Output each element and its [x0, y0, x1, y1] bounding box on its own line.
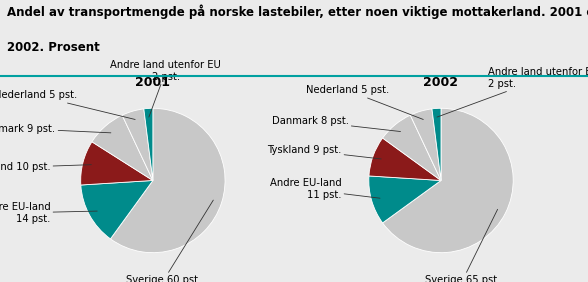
Wedge shape	[383, 108, 513, 253]
Text: Tyskland 10 pst.: Tyskland 10 pst.	[0, 162, 91, 173]
Wedge shape	[369, 176, 441, 223]
Text: Danmark 9 pst.: Danmark 9 pst.	[0, 124, 111, 133]
Text: Tyskland 9 pst.: Tyskland 9 pst.	[267, 145, 381, 159]
Text: Andre land utenfor EU
2 pst.: Andre land utenfor EU 2 pst.	[111, 60, 221, 117]
Wedge shape	[369, 138, 441, 180]
Wedge shape	[122, 109, 153, 180]
Wedge shape	[432, 108, 441, 180]
Wedge shape	[383, 115, 441, 180]
Text: Andre EU-land
14 pst.: Andre EU-land 14 pst.	[0, 202, 97, 224]
Title: 2001: 2001	[135, 76, 171, 89]
Text: Andre land utenfor EU
2 pst.: Andre land utenfor EU 2 pst.	[437, 67, 588, 117]
Wedge shape	[111, 108, 225, 253]
Text: Danmark 8 pst.: Danmark 8 pst.	[272, 116, 400, 131]
Text: Nederland 5 pst.: Nederland 5 pst.	[306, 85, 423, 120]
Wedge shape	[410, 109, 441, 180]
Text: Sverige 65 pst.: Sverige 65 pst.	[425, 209, 500, 282]
Wedge shape	[144, 108, 153, 180]
Wedge shape	[92, 115, 153, 180]
Text: Nederland 5 pst.: Nederland 5 pst.	[0, 90, 135, 120]
Text: Sverige 60 pst.: Sverige 60 pst.	[126, 200, 213, 282]
Wedge shape	[81, 180, 153, 239]
Title: 2002: 2002	[423, 76, 459, 89]
Wedge shape	[81, 142, 153, 185]
Text: Andel av transportmengde på norske lastebiler, etter noen viktige mottakerland. : Andel av transportmengde på norske laste…	[7, 4, 588, 19]
Text: Andre EU-land
11 pst.: Andre EU-land 11 pst.	[270, 178, 380, 200]
Text: 2002. Prosent: 2002. Prosent	[7, 41, 100, 54]
